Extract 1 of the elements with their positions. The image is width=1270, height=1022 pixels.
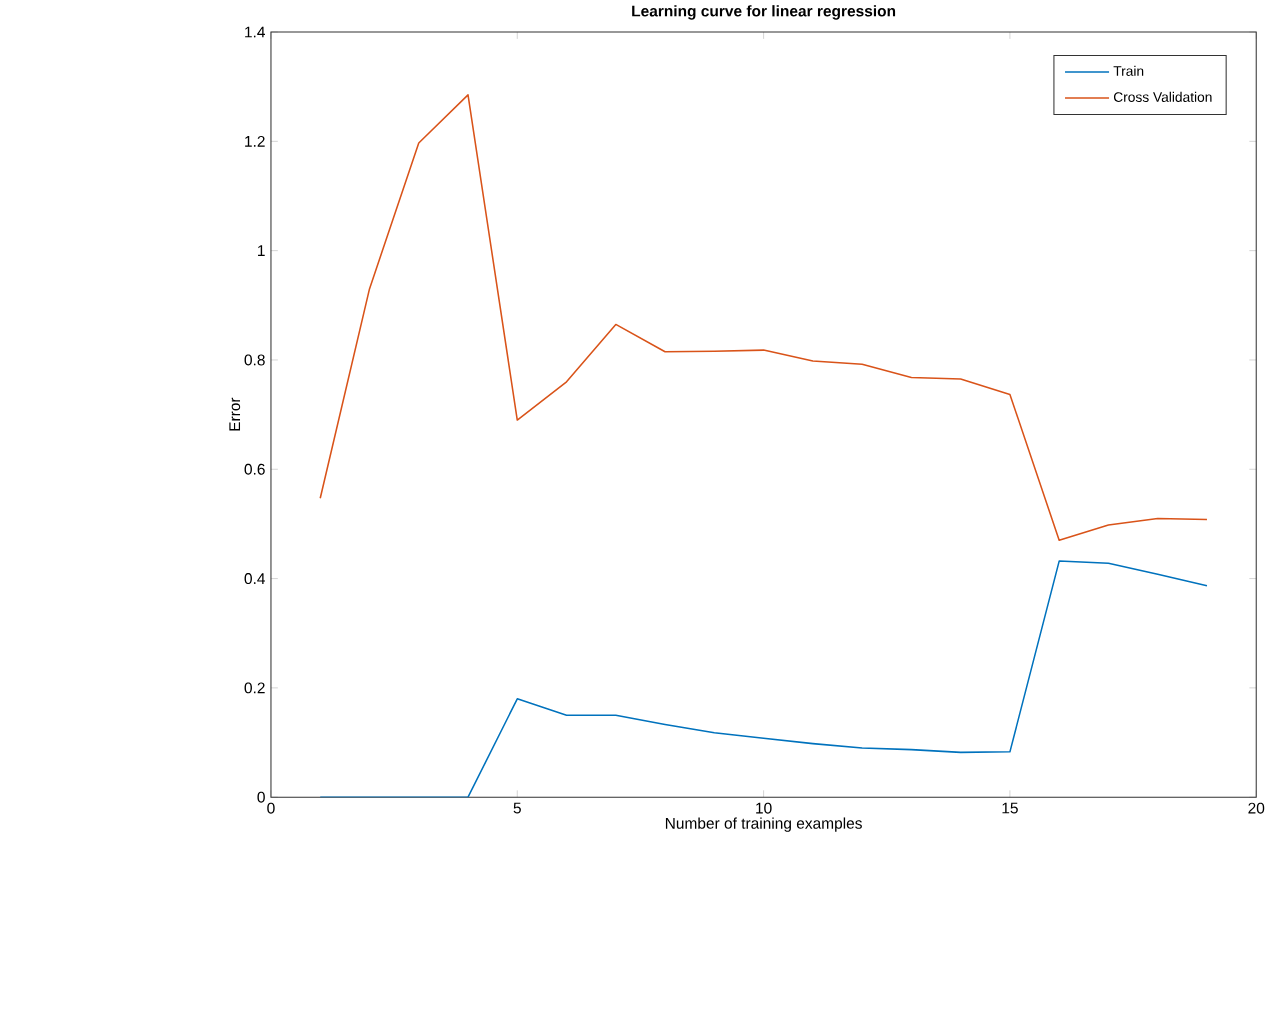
line-series: [319, 94, 1208, 542]
